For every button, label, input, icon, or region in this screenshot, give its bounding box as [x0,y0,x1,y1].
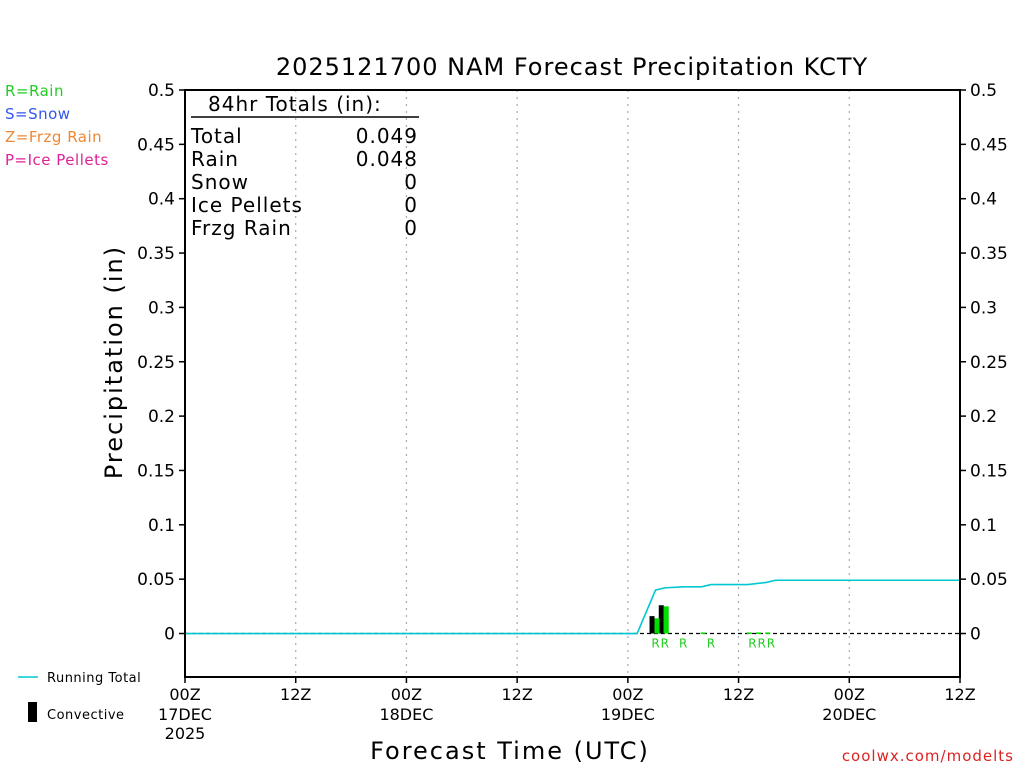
totals-heading: 84hr Totals (in): [208,92,382,116]
ptype-label: R [748,637,756,651]
totals-box: 84hr Totals (in): Total 0.049 Rain 0.048 Sno… [190,92,419,240]
y-tick-label-left: 0.2 [148,407,175,427]
ptype-legend-item: Z=Frzg Rain [5,128,102,146]
totals-row-label: Frzg Rain [191,216,292,240]
running-total-line [185,579,960,635]
y-tick-label-right: 0.05 [970,570,1008,590]
x-tick-time: 12Z [280,685,311,704]
y-tick-label-left: 0.25 [137,353,175,373]
totals-row-value: 0.049 [356,124,418,148]
totals-row-label: Snow [191,170,249,194]
ptype-label: R [767,637,775,651]
y-tick-label-left: 0.05 [137,570,175,590]
ptype-label: R [707,637,715,651]
convective-bar [658,605,664,634]
running-total-legend: Running Total [47,671,141,686]
y-tick-label-left: 0.15 [137,461,175,481]
ptype-label: R [651,637,659,651]
y-tick-label-left: 0.35 [137,244,175,264]
credit-text: coolwx.com/modelts [842,747,1014,765]
totals-row-label: Ice Pellets [191,193,303,217]
y-axis-label: Precipitation (in) [100,245,128,479]
ptype-legend-item: S=Snow [5,105,71,123]
y-tick-label-left: 0.45 [137,135,175,155]
ptype-legend-item: R=Rain [5,82,64,100]
x-tick-year: 2025 [165,724,206,743]
rain-bar [654,618,660,634]
rain-bar [765,632,771,634]
x-tick-date: 20DEC [822,705,876,724]
x-tick-date: 19DEC [601,705,655,724]
x-tick-time: 00Z [391,685,422,704]
y-tick-label-right: 0.45 [970,135,1008,155]
x-tick-time: 00Z [834,685,865,704]
y-tick-label-right: 0.35 [970,244,1008,264]
convective-bar [649,616,655,634]
convective-legend: Convective [47,708,125,723]
y-tick-label-right: 0.2 [970,407,997,427]
totals-row-label: Rain [191,147,239,171]
x-tick-date: 18DEC [379,705,433,724]
totals-row-label: Total [190,124,243,148]
x-tick-time: 00Z [612,685,643,704]
totals-row-value: 0 [404,170,418,194]
y-tick-label-left: 0.4 [148,190,175,210]
x-tick-time: 12Z [501,685,532,704]
plot-frame [184,89,961,678]
x-tick-time: 00Z [169,685,200,704]
y-tick-label-left: 0.1 [148,516,175,536]
totals-row-value: 0 [404,216,418,240]
rain-bar [700,632,706,634]
y-tick-label-right: 0 [970,625,981,645]
rain-bar [746,632,752,634]
y-tick-label-right: 0.1 [970,516,997,536]
y-tick-label-left: 0.3 [148,298,175,318]
ptype-legend-item: P=Ice Pellets [5,151,109,169]
rain-bar [663,606,669,634]
ptype-legend: R=Rain S=Snow Z=Frzg Rain P=Ice Pellets [5,82,109,169]
totals-row-value: 0 [404,193,418,217]
x-tick-time: 12Z [944,685,975,704]
y-tick-label-left: 0 [164,625,175,645]
x-axis-label: Forecast Time (UTC) [370,737,650,765]
y-tick-label-right: 0.5 [970,81,997,101]
grid-lines [185,90,960,677]
chart-title: 2025121700 NAM Forecast Precipitation KC… [276,53,868,81]
totals-rows: Total 0.049 Rain 0.048 Snow 0 Ice Pellets 0 Frzg… [190,124,418,240]
rain-bar [756,632,762,634]
ptype-label: R [661,637,669,651]
y-tick-label-left: 0.5 [148,81,175,101]
ptype-label: R [679,637,687,651]
y-axis-ticks: 0.5 0.5 0.45 0.45 0.4 0.4 0.35 0.35 0.3 0.3 0.25 0.… [137,81,1008,645]
y-tick-label-right: 0.15 [970,461,1008,481]
y-tick-label-right: 0.25 [970,353,1008,373]
x-tick-date: 17DEC [158,705,212,724]
y-tick-label-right: 0.4 [970,190,997,210]
convective-swatch [28,702,37,722]
y-tick-label-right: 0.3 [970,298,997,318]
totals-row-value: 0.048 [356,147,418,171]
series-legend: Running Total Convective [18,671,141,723]
ptype-label: R [757,637,765,651]
x-tick-time: 12Z [723,685,754,704]
